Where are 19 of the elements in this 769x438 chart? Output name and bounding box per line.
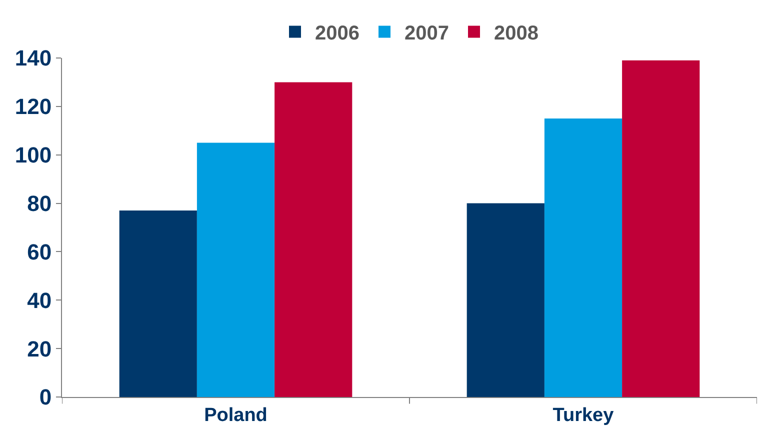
bar xyxy=(466,203,544,397)
bar xyxy=(622,60,700,397)
legend-label: 2007 xyxy=(404,22,449,45)
x-tick-label: Poland xyxy=(204,404,268,426)
bar xyxy=(119,210,197,397)
y-tick-label: 20 xyxy=(27,336,52,362)
y-tick-label: 60 xyxy=(27,239,52,264)
y-tick-label: 80 xyxy=(27,190,52,216)
y-tick-label: 140 xyxy=(14,46,52,71)
bar xyxy=(274,82,352,397)
legend-label: 2008 xyxy=(494,22,538,45)
y-tick-label: 0 xyxy=(39,384,52,410)
y-tick-label: 100 xyxy=(14,142,52,168)
y-tick-label: 120 xyxy=(14,94,52,120)
y-tick-label: 40 xyxy=(27,288,52,313)
legend-label: 2006 xyxy=(315,22,360,45)
x-tick-label: Turkey xyxy=(552,404,614,426)
bar xyxy=(196,142,275,397)
bar xyxy=(544,118,622,397)
